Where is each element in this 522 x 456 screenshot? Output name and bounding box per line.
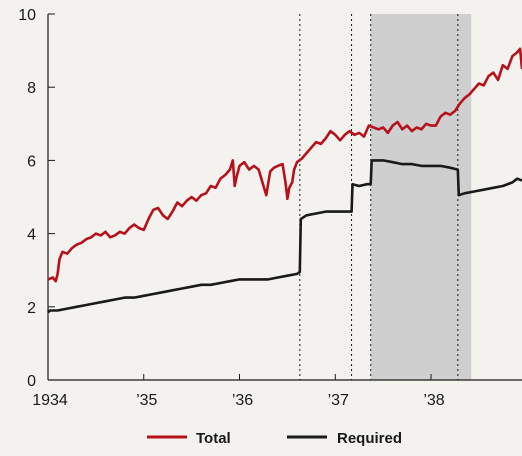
axes xyxy=(47,14,522,381)
legend-item-total: Total xyxy=(147,430,231,447)
shaded-period-1 xyxy=(370,14,472,380)
legend-label-required: Required xyxy=(337,430,402,447)
x-ticks: 1934 ’35 ’36 ’37 ’38 xyxy=(32,374,445,409)
y-tick-label-2: 2 xyxy=(27,300,36,317)
y-tick-label-4: 4 xyxy=(27,227,36,244)
series-line-total xyxy=(47,47,522,283)
y-tick-label-8: 8 xyxy=(27,80,36,97)
x-tick-label-1936: ’36 xyxy=(232,392,253,409)
legend-item-required: Required xyxy=(287,430,402,447)
shading-layer xyxy=(370,14,472,380)
x-tick-label-1934: 1934 xyxy=(32,392,68,409)
y-tick-label-6: 6 xyxy=(27,153,36,170)
y-tick-label-10: 10 xyxy=(18,7,36,24)
legend-label-total: Total xyxy=(196,430,231,447)
x-tick-label-1935: ’35 xyxy=(136,392,157,409)
y-ticks: 0 2 4 6 8 10 xyxy=(18,7,55,390)
series-layer xyxy=(47,47,522,314)
series-line-required xyxy=(47,159,522,314)
legend: Total Required xyxy=(147,430,402,447)
y-tick-label-0: 0 xyxy=(27,373,36,390)
x-tick-label-1938: ’38 xyxy=(423,392,444,409)
vertical-marker-layer xyxy=(299,14,459,380)
x-tick-label-1937: ’37 xyxy=(328,392,349,409)
